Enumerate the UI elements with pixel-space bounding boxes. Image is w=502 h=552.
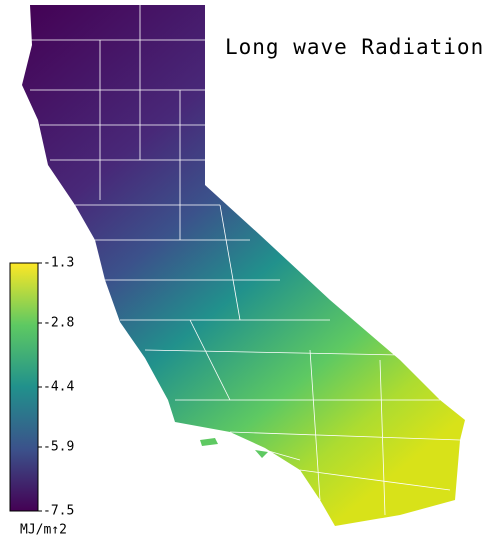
county-lines xyxy=(30,5,461,516)
california-map xyxy=(22,5,465,526)
colorbar-tick-label: -5.9 xyxy=(43,440,74,455)
colorbar-tick-label: -2.8 xyxy=(43,316,74,331)
map-title: Long wave Radiation xyxy=(225,35,484,59)
colorbar-tick-label: -4.4 xyxy=(43,380,74,395)
colorbar-tick-label: -1.3 xyxy=(43,256,74,271)
islands xyxy=(200,438,268,458)
colorbar-unit: MJ/m↑2 xyxy=(20,523,67,538)
colorbar: MJ/m↑2 -1.3 -2.8 -4.4 -5.9 -7.5 xyxy=(9,256,74,538)
colorbar-tick-label: -7.5 xyxy=(43,504,74,519)
colorbar-ramp xyxy=(9,262,39,512)
state-shape xyxy=(22,5,465,526)
